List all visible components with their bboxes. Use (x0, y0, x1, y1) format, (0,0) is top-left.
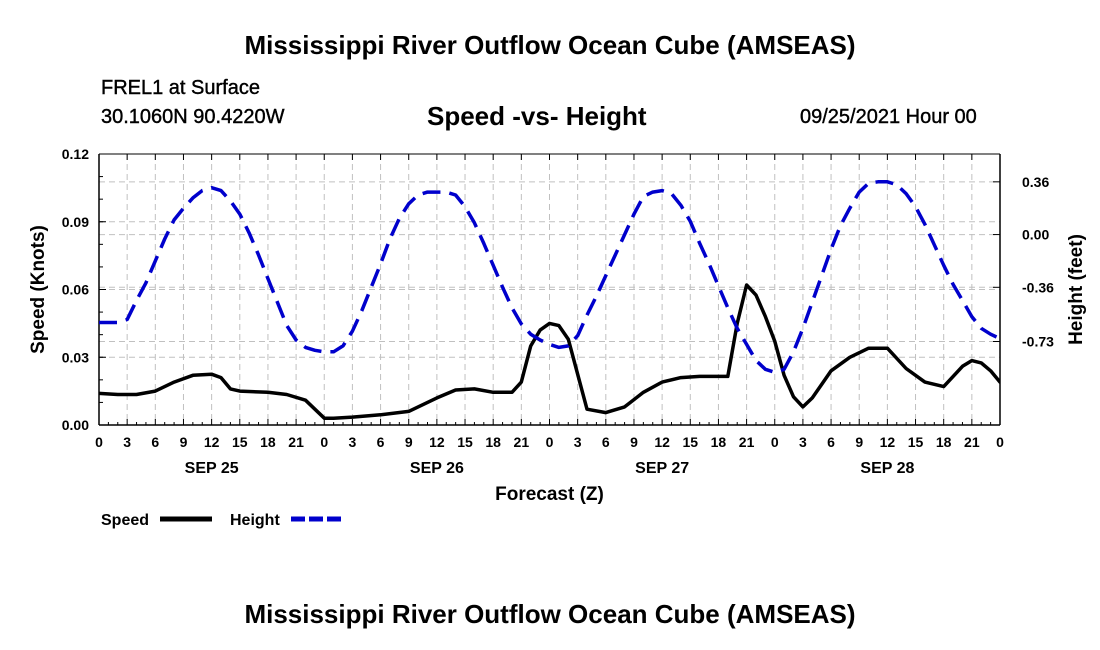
y2-tick-label: 0.36 (1022, 174, 1049, 190)
x-tick-label: 12 (654, 434, 670, 450)
x-tick-label: 0 (996, 434, 1004, 450)
x-tick-label: 3 (123, 434, 131, 450)
x-tick-label: 18 (936, 434, 952, 450)
x-tick-label: 21 (514, 434, 530, 450)
y-tick-label: 0.12 (62, 146, 89, 162)
x-tick-label: 6 (377, 434, 385, 450)
y2-axis-title: Height (feet) (1066, 234, 1087, 345)
x-day-label: SEP 26 (410, 460, 464, 477)
x-tick-label: 21 (739, 434, 755, 450)
footer-title: Mississippi River Outflow Ocean Cube (AM… (244, 599, 856, 629)
y-axis-title: Speed (Knots) (28, 225, 49, 354)
chart-subtitle: Speed -vs- Height (427, 101, 647, 131)
y-tick-label: 0.03 (62, 349, 89, 365)
x-tick-label: 21 (964, 434, 980, 450)
x-tick-label: 15 (457, 434, 473, 450)
y-tick-label: 0.06 (62, 282, 89, 298)
x-tick-label: 15 (908, 434, 924, 450)
x-tick-label: 15 (682, 434, 698, 450)
forecast-datetime: 09/25/2021 Hour 00 (800, 106, 977, 128)
x-tick-label: 0 (771, 434, 779, 450)
x-tick-label: 3 (574, 434, 582, 450)
station-coordinates: 30.1060N 90.4220W (101, 106, 285, 128)
y-tick-label: 0.00 (62, 417, 89, 433)
speed-series-line (99, 283, 1000, 420)
x-axis-title: Forecast (Z) (495, 484, 604, 505)
x-tick-label: 3 (799, 434, 807, 450)
x-tick-label: 3 (349, 434, 357, 450)
x-tick-label: 0 (95, 434, 103, 450)
y2-tick-label: -0.73 (1022, 334, 1054, 350)
x-tick-label: 9 (855, 434, 863, 450)
x-tick-label: 18 (485, 434, 501, 450)
legend-height-label: Height (230, 512, 280, 529)
x-day-label: SEP 28 (860, 460, 914, 477)
x-tick-label: 12 (880, 434, 896, 450)
x-day-label: SEP 27 (635, 460, 689, 477)
x-tick-label: 0 (546, 434, 554, 450)
height-series-line (99, 180, 1000, 375)
x-tick-label: 12 (204, 434, 220, 450)
station-label: FREL1 at Surface (101, 77, 260, 99)
x-tick-label: 18 (711, 434, 727, 450)
x-tick-label: 15 (232, 434, 248, 450)
x-tick-label: 21 (288, 434, 304, 450)
y2-tick-label: -0.36 (1022, 279, 1054, 295)
x-day-label: SEP 25 (185, 460, 239, 477)
y2-tick-label: 0.00 (1022, 227, 1049, 243)
x-tick-label: 0 (320, 434, 328, 450)
legend-speed-label: Speed (101, 512, 149, 529)
x-tick-label: 9 (630, 434, 638, 450)
y-tick-label: 0.09 (62, 214, 89, 230)
x-tick-label: 9 (180, 434, 188, 450)
chart-main-title: Mississippi River Outflow Ocean Cube (AM… (244, 30, 856, 60)
x-tick-label: 6 (151, 434, 159, 450)
x-tick-label: 12 (429, 434, 445, 450)
x-tick-label: 6 (827, 434, 835, 450)
x-tick-label: 9 (405, 434, 413, 450)
x-tick-label: 6 (602, 434, 610, 450)
x-tick-label: 18 (260, 434, 276, 450)
